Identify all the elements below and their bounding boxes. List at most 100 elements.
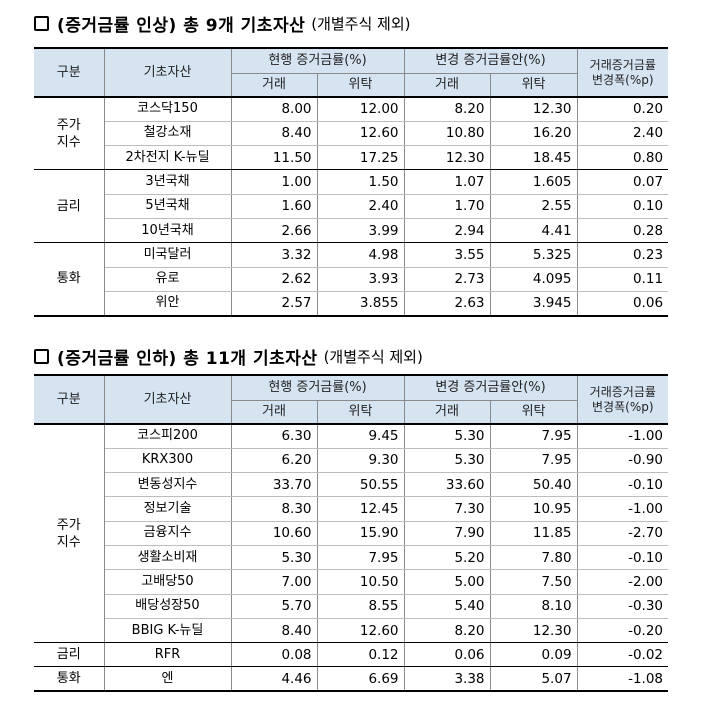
proposed-trade-rate-cell: 5.30 — [403, 448, 491, 474]
current-trade-rate-cell: 33.70 — [230, 472, 318, 498]
header-group: 구분 — [34, 374, 105, 425]
rate-change-cell: -0.20 — [576, 618, 669, 644]
table-row: 금융지수 10.60 15.90 7.90 11.85 -2.70 — [34, 521, 669, 546]
table-row: 10년국채 2.66 3.99 2.94 4.41 0.28 — [34, 218, 669, 244]
proposed-trade-rate-cell: 3.55 — [403, 242, 491, 268]
current-trade-rate-cell: 8.40 — [230, 618, 318, 644]
header-current-consign: 위탁 — [316, 73, 405, 98]
proposed-trade-rate-cell: 8.20 — [403, 618, 491, 644]
table-row: KRX300 6.20 9.30 5.30 7.95 -0.90 — [34, 448, 669, 474]
asset-name-cell: 생활소비재 — [103, 545, 232, 571]
current-trade-rate-cell: 8.00 — [230, 97, 318, 122]
proposed-trade-rate-cell: 5.30 — [403, 424, 491, 449]
proposed-trade-rate-cell: 33.60 — [403, 472, 491, 498]
rate-change-cell: 0.07 — [576, 169, 669, 195]
proposed-trade-rate-cell: 10.80 — [403, 121, 491, 147]
current-consign-rate-cell: 10.50 — [316, 569, 405, 595]
rate-change-cell: -0.10 — [576, 472, 669, 498]
rate-change-cell: 0.80 — [576, 145, 669, 171]
proposed-trade-rate-cell: 0.06 — [403, 642, 491, 668]
rate-change-cell: -1.00 — [576, 424, 669, 449]
table-row: 위안 2.57 3.855 2.63 3.945 0.06 — [34, 291, 669, 317]
current-consign-rate-cell: 4.98 — [316, 242, 405, 268]
proposed-consign-rate-cell: 12.30 — [489, 97, 578, 122]
header-proposed-rate: 변경 증거금률안(%) — [403, 374, 578, 401]
proposed-consign-rate-cell: 5.325 — [489, 242, 578, 268]
current-consign-rate-cell: 3.99 — [316, 218, 405, 244]
proposed-consign-rate-cell: 7.80 — [489, 545, 578, 571]
table-row: 통화 미국달러 3.32 4.98 3.55 5.325 0.23 — [34, 242, 669, 317]
asset-name-cell: 미국달러 — [103, 242, 232, 268]
proposed-trade-rate-cell: 8.20 — [403, 97, 491, 122]
rate-change-cell: 0.06 — [576, 291, 669, 317]
proposed-trade-rate-cell: 2.94 — [403, 218, 491, 244]
rate-change-cell: -0.02 — [576, 642, 669, 668]
header-current-trade: 거래 — [231, 400, 318, 425]
proposed-consign-rate-cell: 8.10 — [489, 594, 578, 619]
proposed-consign-rate-cell: 3.945 — [489, 291, 578, 317]
proposed-trade-rate-cell: 7.90 — [403, 521, 491, 546]
proposed-trade-rate-cell: 1.70 — [403, 194, 491, 219]
current-trade-rate-cell: 10.60 — [230, 521, 318, 546]
proposed-consign-rate-cell: 11.85 — [489, 521, 578, 546]
checkbox-square-icon — [34, 15, 49, 31]
current-trade-rate-cell: 6.30 — [230, 424, 318, 449]
table-row: 생활소비재 5.30 7.95 5.20 7.80 -0.10 — [34, 545, 669, 571]
current-consign-rate-cell: 8.55 — [316, 594, 405, 619]
proposed-trade-rate-cell: 2.63 — [403, 291, 491, 317]
current-consign-rate-cell: 0.12 — [316, 642, 405, 668]
current-consign-rate-cell: 7.95 — [316, 545, 405, 571]
rate-change-cell: -1.08 — [576, 666, 669, 693]
header-group: 구분 — [34, 47, 105, 98]
table-row: 고배당50 7.00 10.50 5.00 7.50 -2.00 — [34, 569, 669, 595]
current-consign-rate-cell: 50.55 — [316, 472, 405, 498]
asset-name-cell: 배당성장50 — [103, 594, 232, 619]
asset-name-cell: 3년국채 — [103, 169, 232, 195]
section-note: (개별주식 제외) — [323, 347, 423, 366]
proposed-consign-rate-cell: 5.07 — [489, 666, 578, 693]
proposed-consign-rate-cell: 10.95 — [489, 496, 578, 522]
header-asset: 기초자산 — [103, 47, 232, 98]
header-change: 거래증거금률 변경폭(%p) — [576, 374, 669, 425]
current-consign-rate-cell: 9.30 — [316, 448, 405, 474]
current-trade-rate-cell: 6.20 — [230, 448, 318, 474]
proposed-consign-rate-cell: 7.95 — [489, 424, 578, 449]
table-row: 배당성장50 5.70 8.55 5.40 8.10 -0.30 — [34, 594, 669, 619]
proposed-consign-rate-cell: 7.50 — [489, 569, 578, 595]
table-row: 변동성지수 33.70 50.55 33.60 50.40 -0.10 — [34, 472, 669, 498]
proposed-trade-rate-cell: 12.30 — [403, 145, 491, 171]
section-increase: (증거금률 인상) 총 9개 기초자산 (개별주식 제외) 구분 기초자산 현행… — [0, 8, 707, 317]
current-consign-rate-cell: 12.60 — [316, 121, 405, 147]
rate-change-cell: 0.11 — [576, 267, 669, 292]
table-row: 주가 지수 코스피200 6.30 9.45 5.30 7.95 -1.00 — [34, 424, 669, 644]
current-consign-rate-cell: 3.855 — [316, 291, 405, 317]
asset-name-cell: 10년국채 — [103, 218, 232, 244]
current-trade-rate-cell: 1.60 — [230, 194, 318, 219]
group-name-cell: 주가 지수 — [34, 97, 105, 171]
proposed-trade-rate-cell: 1.07 — [403, 169, 491, 195]
section-decrease: (증거금률 인하) 총 11개 기초자산 (개별주식 제외) 구분 기초자산 현… — [0, 341, 707, 693]
rate-change-cell: 0.10 — [576, 194, 669, 219]
asset-name-cell: KRX300 — [103, 448, 232, 474]
proposed-consign-rate-cell: 2.55 — [489, 194, 578, 219]
header-proposed-consign: 위탁 — [489, 400, 578, 425]
current-consign-rate-cell: 2.40 — [316, 194, 405, 219]
table-row: 금리 3년국채 1.00 1.50 1.07 1.605 0.07 — [34, 169, 669, 244]
table-row: 금리 RFR 0.08 0.12 0.06 0.09 -0.02 — [34, 642, 669, 668]
rate-change-cell: 2.40 — [576, 121, 669, 147]
section-heading: (증거금률 인하) 총 11개 기초자산 (개별주식 제외) — [0, 341, 707, 371]
proposed-consign-rate-cell: 7.95 — [489, 448, 578, 474]
rate-change-cell: -0.10 — [576, 545, 669, 571]
group-name-cell: 금리 — [34, 642, 105, 668]
current-consign-rate-cell: 12.45 — [316, 496, 405, 522]
header-change: 거래증거금률 변경폭(%p) — [576, 47, 669, 98]
header-proposed-trade: 거래 — [403, 400, 491, 425]
table-row: 주가 지수 코스닥150 8.00 12.00 8.20 12.30 0.20 — [34, 97, 669, 171]
current-trade-rate-cell: 5.30 — [230, 545, 318, 571]
current-trade-rate-cell: 0.08 — [230, 642, 318, 668]
current-consign-rate-cell: 12.00 — [316, 97, 405, 122]
header-current-trade: 거래 — [231, 73, 318, 98]
header-current-consign: 위탁 — [316, 400, 405, 425]
asset-name-cell: 코스피200 — [103, 424, 232, 449]
margin-rate-table: 구분 기초자산 현행 증거금률(%) 변경 증거금률안(%) 거래증거금률 변경… — [34, 47, 669, 317]
